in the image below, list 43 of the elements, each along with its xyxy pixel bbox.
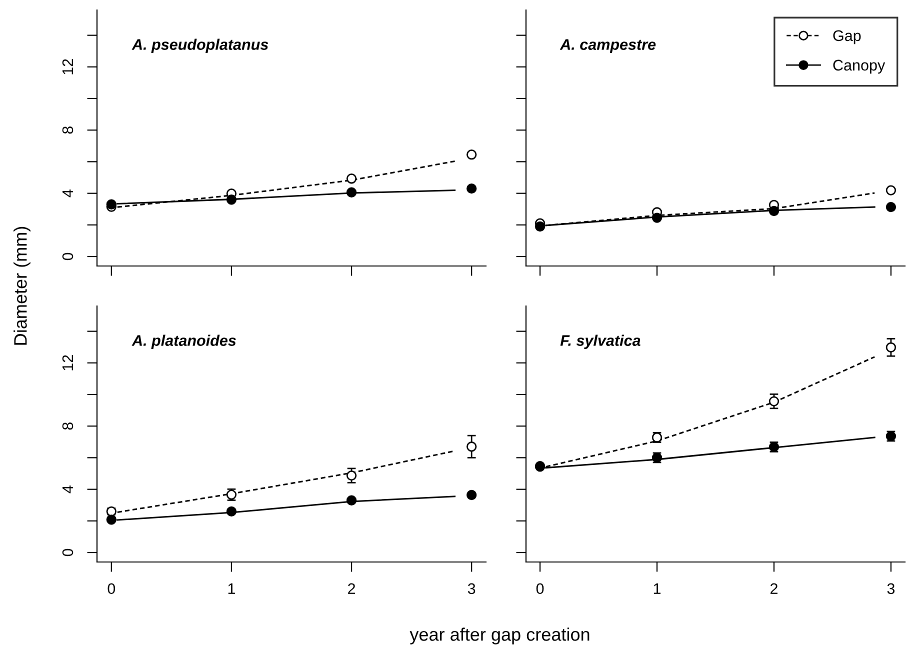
- x-tick-label: 0: [108, 583, 116, 594]
- point: [466, 442, 477, 452]
- y-tick-label: 4: [62, 190, 73, 198]
- x-tick-label: 3: [887, 583, 895, 594]
- point: [768, 206, 780, 216]
- x-tick-label: 2: [770, 583, 778, 594]
- text: A. pseudoplatanus: [132, 38, 268, 53]
- text: F. sylvatica: [560, 334, 640, 349]
- point: [226, 194, 237, 205]
- text: A. platanoides: [132, 334, 236, 349]
- y-axis-title: Diameter (mm): [14, 226, 30, 345]
- point: [226, 506, 237, 517]
- y-tick-label: 4: [62, 486, 73, 494]
- y-tick-label: 0: [62, 548, 74, 556]
- point: [346, 187, 357, 198]
- point: [346, 174, 357, 184]
- point: [886, 342, 896, 352]
- point: [346, 495, 357, 506]
- point: [886, 185, 896, 196]
- x-tick-label: 0: [536, 583, 544, 594]
- point: [466, 183, 477, 194]
- point: [534, 221, 546, 232]
- point: [106, 514, 116, 525]
- y-tick-label: 8: [62, 422, 74, 430]
- y-tick-label: 0: [62, 252, 74, 260]
- text: A. campestre: [560, 39, 656, 53]
- y-tick-label: 8: [62, 126, 74, 134]
- point: [106, 199, 116, 210]
- x-axis-title: year after gap creation: [410, 628, 590, 644]
- point: [652, 212, 662, 223]
- x-tick-label: 2: [348, 583, 356, 594]
- x-tick-label: 3: [468, 583, 476, 594]
- point: [768, 396, 780, 406]
- legend-label: Canopy: [833, 60, 886, 74]
- y-tick-label: 12: [62, 59, 73, 74]
- x-tick-label: 1: [228, 583, 235, 594]
- point: [886, 202, 896, 212]
- y-tick-label: 12: [62, 355, 73, 370]
- x-tick-label: 1: [654, 583, 661, 594]
- legend-label: Gap: [833, 30, 861, 44]
- point: [346, 470, 357, 481]
- point: [466, 490, 477, 500]
- point: [466, 150, 477, 160]
